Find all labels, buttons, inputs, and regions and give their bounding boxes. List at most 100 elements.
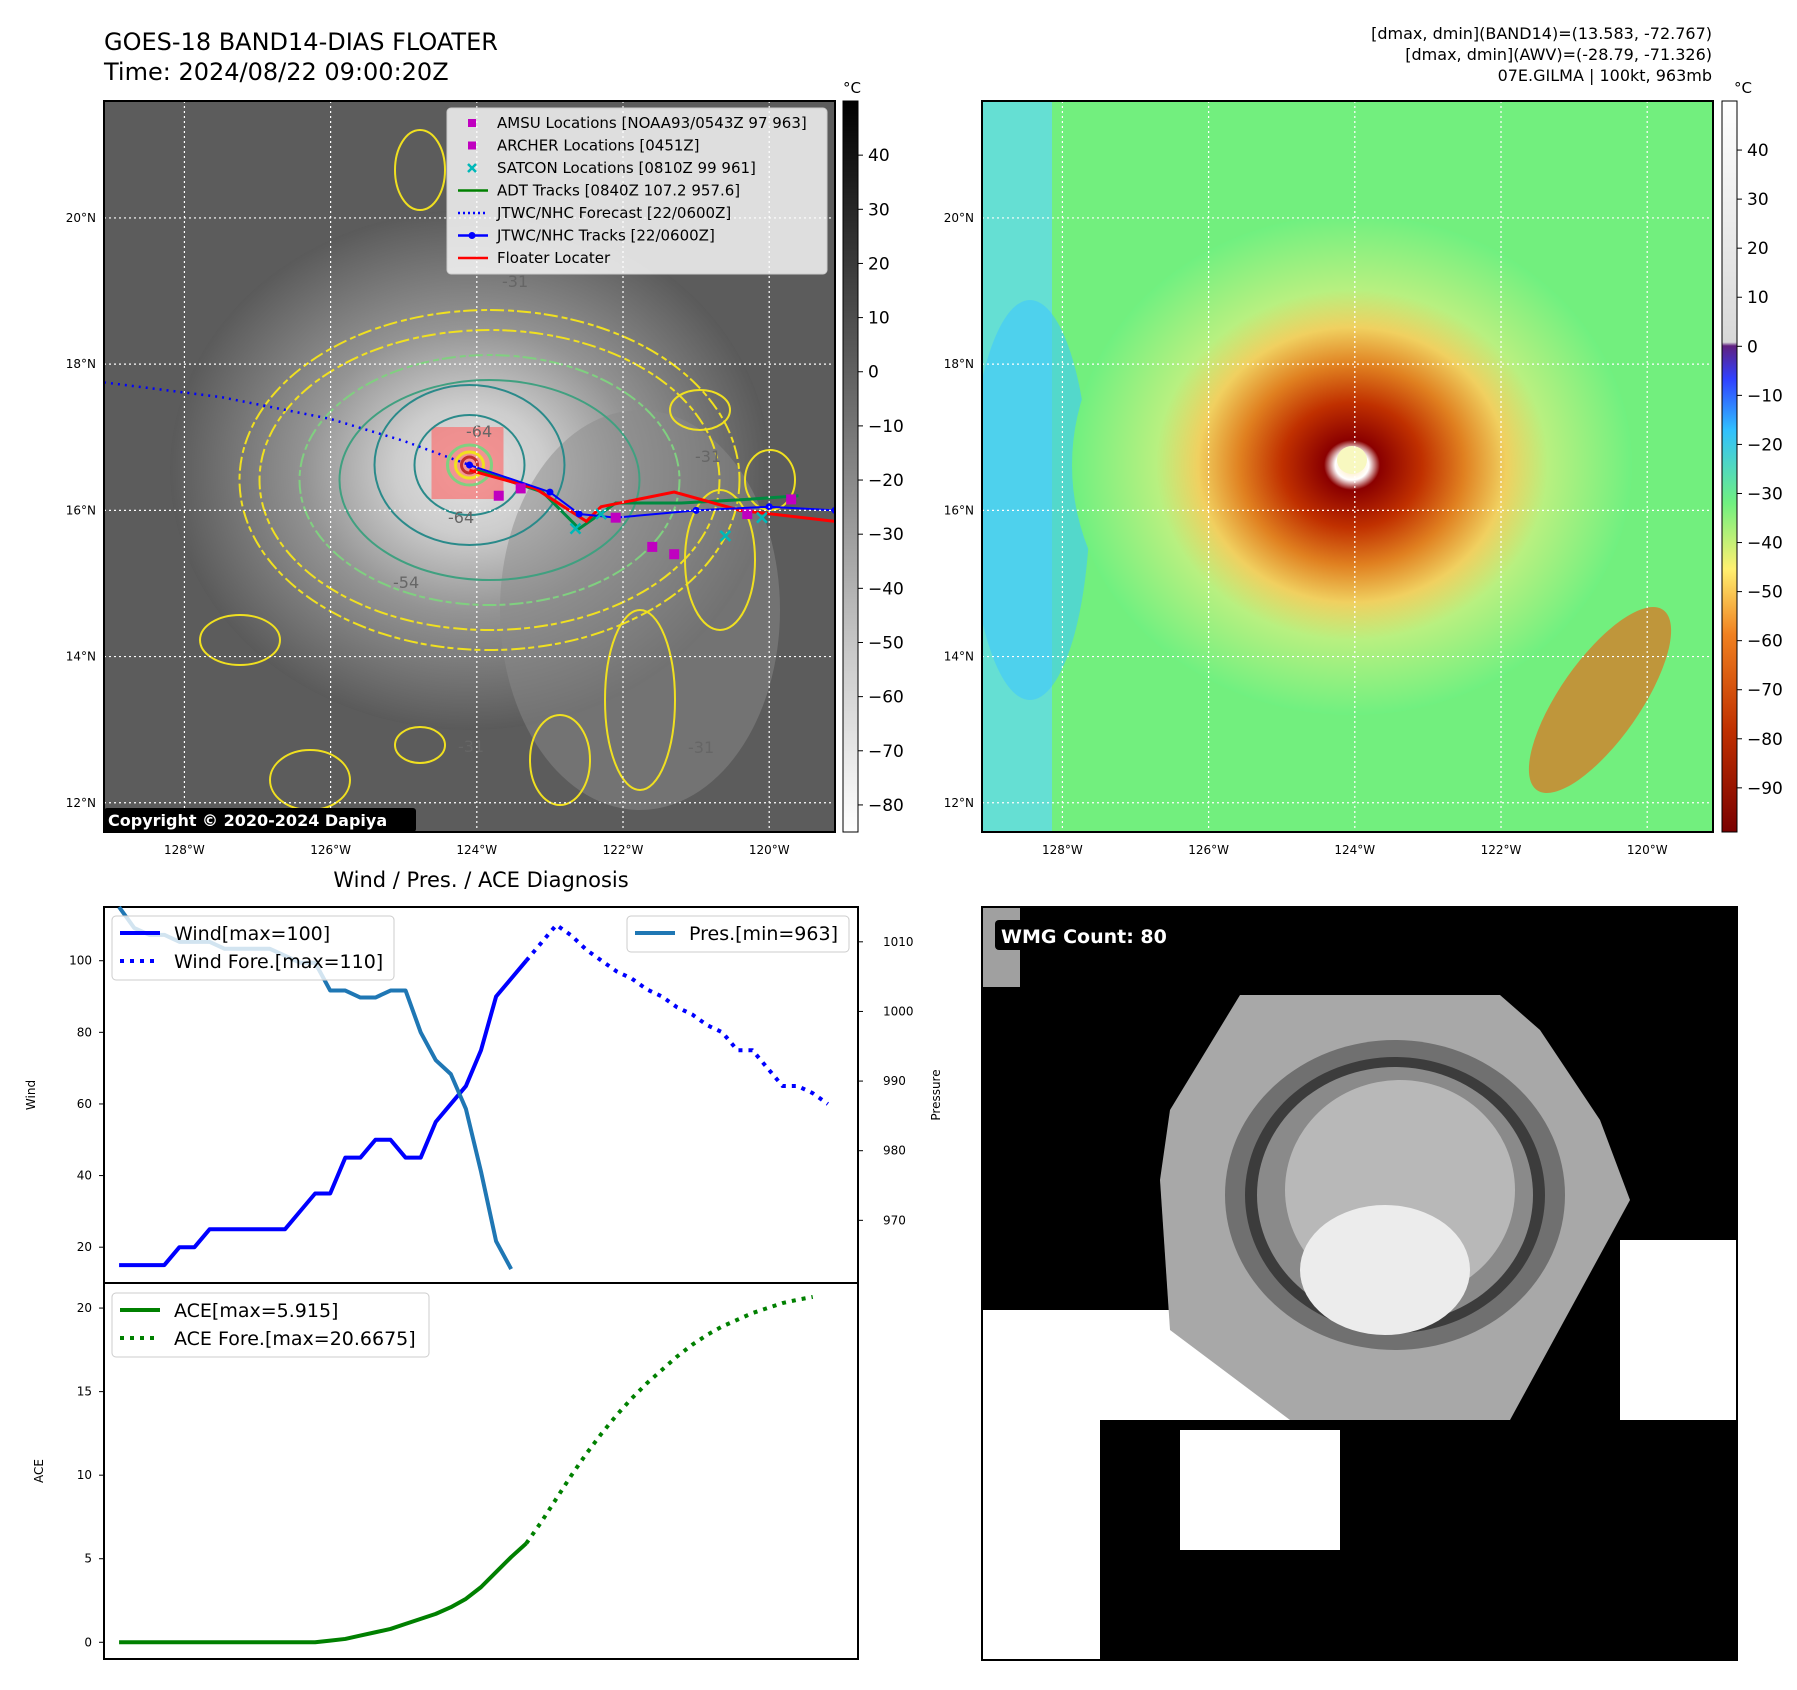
colorbar-tick-label: −70 [868, 742, 904, 762]
lat-tick-label: 12°N [66, 796, 96, 810]
lat-tick-label: 18°N [66, 357, 96, 371]
colorbar-color [1721, 100, 1738, 833]
contour-ring [446, 443, 493, 487]
y-tick-label: 0 [84, 1635, 92, 1649]
colorbar-tick-label: 10 [868, 309, 890, 329]
ace-chart: 0 5 10 15 20 ACE ACE[max=5.915] ACE Fore.[ma… [32, 1282, 859, 1660]
lon-tick-label: 120°W [749, 843, 790, 857]
diagnosis-title: Wind / Pres. / ACE Diagnosis [333, 868, 628, 892]
enhanced-rainband [1528, 607, 1672, 793]
contour-ring [460, 455, 479, 475]
colorbar-tick-label: 20 [868, 254, 890, 274]
contour-lines: -31 -64 -64 -54 -31 -31 -31 [199, 129, 796, 811]
contour-label: -54 [393, 573, 419, 592]
copyright-background [104, 808, 416, 832]
colorbar-tick-label: 10 [1747, 288, 1769, 308]
y-tick-label: 20 [77, 1240, 92, 1254]
y-right-tick-label: 970 [883, 1213, 906, 1227]
ir-map-frame [103, 100, 836, 833]
lat-tick-label: 14°N [66, 650, 96, 664]
colorbar-tick-label: −80 [868, 796, 904, 816]
contour-band [604, 609, 676, 791]
lat-tick-label: 16°N [944, 503, 974, 517]
enhanced-map-panel: 20°N 18°N 16°N 14°N 12°N 128°W 126°W 124°W 122°W… [944, 79, 1783, 857]
map-legend-box [446, 107, 828, 275]
info-band14: [dmax, dmin](BAND14)=(13.583, -72.767) [1371, 24, 1712, 43]
y-right-tick-label: 1010 [883, 935, 914, 949]
colorbar-tick-label: −10 [868, 417, 904, 437]
y-tick-label: 10 [77, 1468, 92, 1482]
series-line-ace-fore [524, 1294, 814, 1545]
colorbar-gray-ticks: 40 30 20 10 0 −10 −20 −30 −40 −50 −60 −70 −80 [858, 146, 904, 816]
forecast-track-line [104, 381, 470, 467]
ace-chart-plot: 0 5 10 15 20 [77, 1294, 814, 1649]
series-line-wind-fore [524, 922, 830, 1106]
wmg-count-label: WMG Count: 80 [1001, 926, 1167, 948]
figure-time: Time: 2024/08/22 09:00:20Z [103, 58, 449, 86]
y-right-tick-label: 1000 [883, 1004, 914, 1018]
colorbar-gray [842, 100, 859, 833]
lon-tick-label: 128°W [164, 843, 205, 857]
contour-label: -64 [448, 508, 474, 527]
satcon-point [719, 530, 732, 542]
colorbar-tick-label: −90 [1747, 779, 1783, 799]
contour-band [669, 389, 731, 431]
ace-legend-box [111, 1292, 430, 1358]
info-storm: 07E.GILMA | 100kt, 963mb [1498, 66, 1712, 85]
colorbar-tick-label: −20 [868, 471, 904, 491]
contour-ring [338, 379, 641, 582]
enhanced-map-frame [981, 100, 1714, 833]
contour-band [199, 614, 281, 666]
jtwc-track-point [546, 488, 554, 496]
series-line-ace [119, 1541, 528, 1645]
colorbar-tick-label: 20 [1747, 239, 1769, 259]
ir-map-panel: -31 -64 -64 -54 -31 -31 -31 20°N 18°N 16°N 14°N 12… [66, 79, 904, 857]
pressure-legend-box [626, 915, 850, 953]
amsu-point [647, 541, 658, 552]
colorbar-tick-label: −40 [868, 579, 904, 599]
map-legend-items: AMSU Locations [NOAA93/0543Z 97 963] ARCH… [458, 114, 807, 267]
copyright-badge: Copyright © 2020-2024 Dapiya [104, 808, 416, 832]
colorbar-tick-label: −80 [1747, 730, 1783, 750]
lon-tick-label: 122°W [603, 843, 644, 857]
colorbar-tick-label: 0 [868, 363, 879, 383]
amsu-point [515, 483, 526, 494]
lon-tick-label: 126°W [310, 843, 351, 857]
pressure-axis-label: Pressure [929, 1069, 943, 1120]
colorbar-tick-label: 40 [868, 146, 890, 166]
figure-title: GOES-18 BAND14-DIAS FLOATER [104, 28, 498, 56]
legend-label: SATCON Locations [0810Z 99 961] [497, 159, 756, 177]
lat-tick-label: 12°N [944, 796, 974, 810]
y-tick-label: 20 [77, 1301, 92, 1315]
colorbar-tick-label: −30 [1747, 484, 1783, 504]
contour-ring [258, 329, 721, 632]
colorbar-gray-unit: °C [843, 79, 861, 97]
lon-tick-label: 120°W [1627, 843, 1668, 857]
lon-tick-label: 126°W [1188, 843, 1229, 857]
map-legend: AMSU Locations [NOAA93/0543Z 97 963] ARCH… [446, 107, 828, 275]
colorbar-color-ticks: 40 30 20 10 0 −10 −20 −30 −40 −50 −60 −70 −80 −90 [1737, 141, 1783, 799]
amsu-point [669, 549, 680, 560]
wind-fore-legend-label: Wind Fore.[max=110] [174, 951, 383, 973]
y-tick-label: 15 [77, 1385, 92, 1399]
legend-label: AMSU Locations [NOAA93/0543Z 97 963] [497, 114, 807, 132]
lat-tick-label: 14°N [944, 650, 974, 664]
ace-legend-label: ACE[max=5.915] [174, 1300, 338, 1322]
wmg-white-region-right [1620, 1240, 1737, 1420]
lon-tick-label: 122°W [1481, 843, 1522, 857]
legend-label: ARCHER Locations [0451Z] [497, 137, 700, 155]
contour-band [529, 714, 591, 806]
contour-label: -31 [688, 738, 714, 757]
enhanced-map-gridlines [982, 101, 1713, 832]
lat-tick-label: 18°N [944, 357, 974, 371]
contour-ring [298, 354, 681, 607]
ir-map-gridlines [104, 101, 835, 832]
colorbar-tick-label: −40 [1747, 534, 1783, 554]
satcon-point [569, 522, 582, 535]
jtwc-track-point [466, 461, 473, 469]
legend-marker-square [468, 119, 476, 127]
contour-label: -31 [502, 272, 528, 291]
colorbar-tick-label: −20 [1747, 435, 1783, 455]
enhanced-dry-region [982, 300, 1090, 700]
legend-marker-dot [468, 232, 476, 239]
